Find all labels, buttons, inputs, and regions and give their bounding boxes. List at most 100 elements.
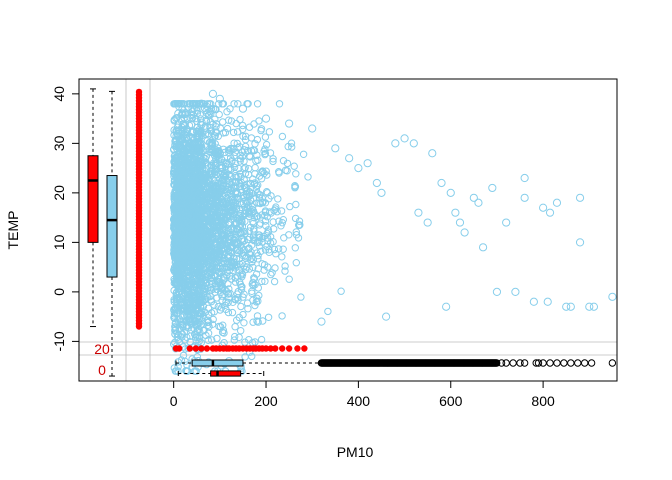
scatter-point [198, 231, 207, 239]
scatter-point [281, 166, 290, 175]
scatter-point [237, 327, 245, 335]
scatter-point [184, 114, 192, 123]
scatter-point [253, 135, 262, 144]
scatter-point [317, 317, 326, 326]
scatter-point [240, 146, 249, 154]
scatter-point [520, 193, 529, 202]
scatter-point [233, 139, 242, 148]
scatter-point [250, 225, 258, 233]
scatter-point [295, 221, 304, 230]
scatter-point [337, 287, 345, 295]
scatter-point [212, 128, 221, 137]
scatter-point [175, 290, 183, 299]
scatter-point [545, 208, 555, 217]
scatter-point [278, 253, 286, 261]
scatter-point [474, 198, 483, 207]
scatter-point [174, 131, 182, 140]
scatter-point [391, 139, 400, 148]
scatter-point [377, 188, 386, 197]
scatter-point [251, 164, 259, 172]
missing-temp-point [285, 345, 293, 352]
scatter-point [239, 121, 247, 130]
scatter-point [228, 144, 236, 153]
scatter-point [231, 323, 239, 331]
scatter-point [520, 173, 529, 183]
scatter-point [488, 183, 497, 193]
scatter-point [280, 234, 288, 242]
scatter-point [171, 169, 179, 177]
scatter-point [381, 312, 391, 321]
scatter-point [203, 239, 212, 248]
scatter-point [264, 228, 272, 236]
margin-separators [79, 79, 617, 381]
scatter-point [249, 146, 257, 154]
scatter-point [197, 279, 205, 287]
scatter-point [249, 318, 257, 326]
scatter-point [175, 146, 184, 154]
scatter-point [222, 159, 231, 167]
scatter-point [279, 245, 287, 253]
scatter-point [235, 313, 244, 322]
scatter-point [222, 162, 230, 171]
scatter-point [174, 109, 183, 118]
scatter-point [252, 182, 261, 191]
scatter-point [212, 263, 221, 271]
scatter-point [189, 282, 197, 290]
scatter-point [288, 143, 296, 151]
outlier-point [532, 359, 540, 367]
scatter-point [221, 264, 229, 272]
scatter-point [212, 191, 221, 199]
scatter-point [253, 212, 261, 221]
scatter-point [278, 132, 287, 141]
scatter-point [201, 231, 209, 240]
scatter-point [170, 314, 179, 323]
scatter-point [187, 199, 195, 207]
scatter-point [252, 157, 260, 165]
scatter-point [269, 238, 277, 246]
scatter-point [224, 308, 233, 317]
y-tick-label: 10 [51, 234, 67, 250]
scatter-point [195, 133, 204, 141]
scatter-point [237, 241, 245, 250]
scatter-point [170, 310, 179, 318]
scatter-point [175, 325, 183, 333]
scatter-point [198, 132, 206, 140]
scatter-point [260, 266, 268, 274]
scatter-point [292, 200, 300, 209]
scatter-point [178, 109, 187, 117]
scatter-point [234, 100, 242, 108]
scatter-point [193, 192, 202, 200]
scatter-point [562, 302, 571, 311]
scatter-point [254, 181, 262, 190]
scatter-point [248, 289, 256, 297]
scatter-point [213, 282, 221, 290]
scatter-point [291, 184, 299, 192]
scatter-point [199, 220, 208, 228]
outlier-point [516, 359, 524, 367]
scatter-point [248, 258, 256, 266]
scatter-point [254, 318, 262, 326]
scatter-point [251, 338, 259, 346]
scatter-point [446, 188, 455, 197]
scatter-point [252, 298, 261, 306]
scatter-point [262, 167, 270, 175]
scatter-point [213, 148, 222, 156]
x-tick-label: 400 [347, 393, 371, 409]
scatter-point [177, 356, 186, 364]
scatter-point [224, 146, 233, 154]
scatter-point [204, 304, 213, 312]
scatter-point [253, 317, 261, 325]
scatter-point [248, 352, 256, 361]
scatter-point [253, 100, 262, 108]
scatter-point [235, 278, 244, 286]
scatter-point [188, 160, 196, 169]
scatter-point [208, 148, 216, 156]
scatter-point [186, 100, 195, 108]
scatter-point [201, 122, 209, 130]
scatter-point [233, 224, 241, 233]
scatter-point [181, 139, 190, 148]
scatter-point [217, 218, 226, 226]
scatter-point [196, 157, 204, 165]
scatter-point [170, 312, 179, 320]
scatter-point [224, 220, 233, 229]
